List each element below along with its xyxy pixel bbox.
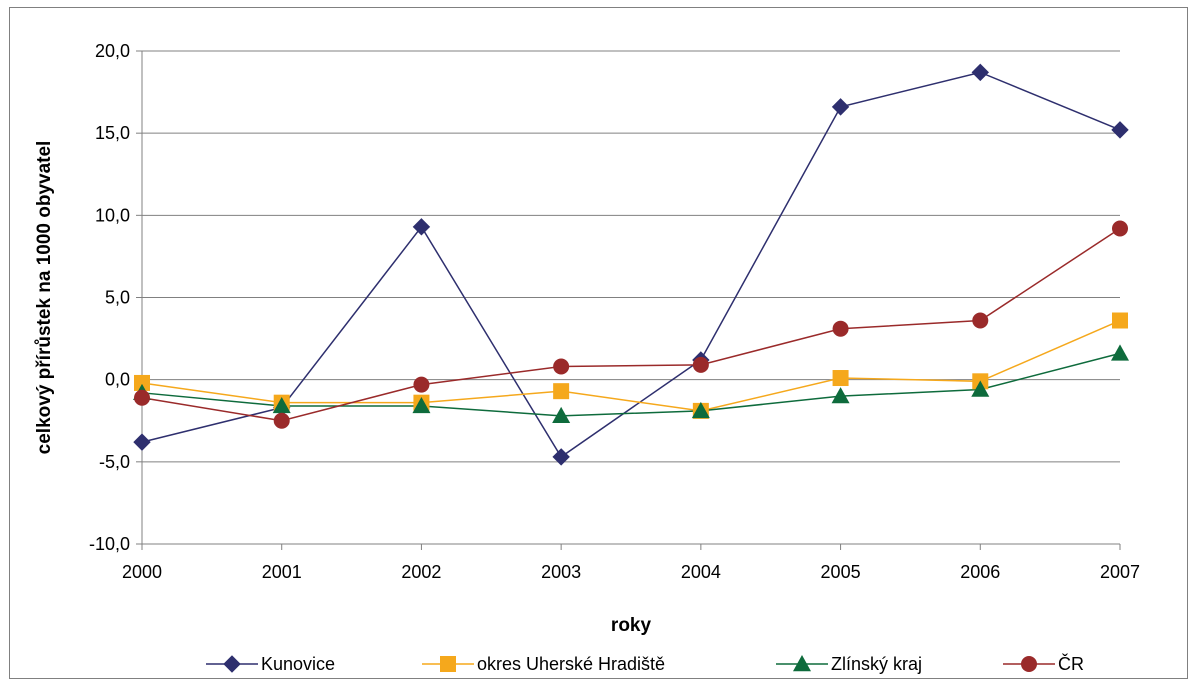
legend-entry: Zlínský kraj — [776, 654, 922, 674]
x-tick-label: 2006 — [960, 562, 1000, 582]
data-point — [832, 370, 849, 387]
legend-entry: okres Uherské Hradiště — [422, 654, 665, 674]
data-point — [1112, 220, 1128, 237]
data-point — [1111, 121, 1129, 139]
x-tick-label: 2001 — [262, 562, 302, 582]
data-point — [971, 63, 989, 82]
data-point — [272, 396, 291, 414]
series-1 — [141, 319, 1121, 412]
series-2 — [141, 352, 1121, 417]
x-tick-label: 2003 — [541, 562, 581, 582]
y-tick-label: 20,0 — [95, 41, 130, 61]
series — [133, 63, 1129, 466]
data-point — [134, 374, 150, 391]
legend-marker — [1021, 656, 1037, 672]
data-point — [691, 401, 710, 419]
legend-label: Zlínský kraj — [831, 654, 922, 674]
y-tick-label: -5,0 — [99, 452, 130, 472]
x-tick-label: 2004 — [681, 562, 721, 582]
y-tick-label: 0,0 — [105, 370, 130, 390]
data-point — [832, 320, 849, 337]
data-point — [971, 380, 990, 397]
axes — [136, 50, 1121, 550]
data-point — [413, 376, 430, 393]
data-point — [552, 448, 570, 466]
legend-marker — [223, 655, 241, 673]
chart-frame: -10,0 -5,0 0,0 5,0 10,0 15,0 20,0 2000 2001 2002… — [9, 7, 1188, 679]
y-tick-label: 5,0 — [105, 288, 130, 308]
x-axis-title: roky — [611, 615, 652, 636]
data-point — [134, 389, 150, 406]
legend-label: Kunovice — [261, 654, 335, 674]
data-point — [972, 312, 989, 329]
data-point — [412, 218, 431, 236]
legend-entry: Kunovice — [206, 654, 335, 674]
series-2-markers — [133, 344, 1129, 424]
data-point — [1111, 344, 1129, 361]
data-point — [831, 98, 850, 116]
data-point — [133, 433, 151, 451]
y-tick-label: -10,0 — [89, 534, 130, 554]
x-tick-labels: 2000 2001 2002 2003 2004 2005 2006 2007 — [122, 562, 1140, 582]
series-3 — [141, 227, 1121, 422]
gridlines — [142, 50, 1120, 463]
series-0 — [141, 71, 1121, 458]
legend-marker — [440, 656, 456, 672]
y-tick-label: 15,0 — [95, 123, 130, 143]
y-tick-labels: -10,0 -5,0 0,0 5,0 10,0 15,0 20,0 — [89, 41, 130, 554]
series-line — [141, 227, 1121, 422]
series-3-markers — [134, 220, 1128, 429]
data-point — [1112, 312, 1128, 329]
legend-entry: ČR — [1003, 653, 1084, 674]
data-point — [553, 358, 570, 375]
x-tick-label: 2000 — [122, 562, 162, 582]
line-chart: -10,0 -5,0 0,0 5,0 10,0 15,0 20,0 2000 2001 2002… — [34, 41, 1140, 674]
legend: Kunovice okres Uherské Hradiště Zlínský kr… — [206, 653, 1084, 674]
x-tick-label: 2002 — [401, 562, 441, 582]
data-point — [692, 356, 709, 373]
data-point — [552, 406, 571, 424]
series-line — [141, 71, 1121, 458]
x-tick-label: 2007 — [1100, 562, 1140, 582]
legend-marker — [793, 655, 811, 672]
series-line — [141, 319, 1121, 412]
data-point — [831, 387, 850, 404]
x-tick-label: 2005 — [821, 562, 861, 582]
legend-label: okres Uherské Hradiště — [477, 654, 665, 674]
data-point — [412, 396, 431, 414]
legend-label: ČR — [1058, 653, 1084, 674]
data-point — [553, 383, 570, 400]
y-tick-label: 10,0 — [95, 205, 130, 225]
y-axis-title: celkový přírůstek na 1000 obyvatel — [34, 141, 55, 455]
data-point — [273, 412, 290, 429]
series-line — [141, 352, 1121, 417]
